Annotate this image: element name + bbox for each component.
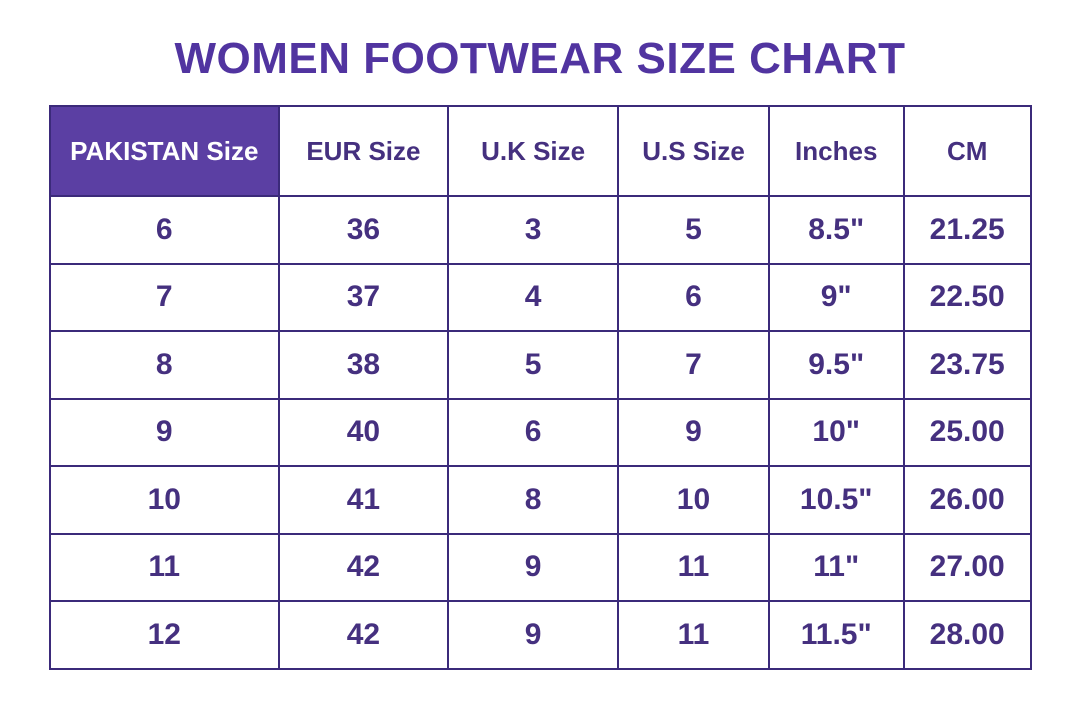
table-row: 8 38 5 7 9.5" 23.75 — [48, 330, 1032, 400]
size-cell: 8.5" — [767, 195, 905, 265]
size-cell: 9.5" — [767, 330, 905, 400]
size-chart-table-container: PAKISTAN Size EUR Size U.K Size U.S Size… — [48, 105, 1032, 670]
size-cell: 9 — [446, 600, 620, 670]
size-cell: 5 — [446, 330, 620, 400]
size-cell: 11" — [767, 532, 905, 602]
size-cell: 36 — [278, 195, 449, 265]
size-cell: 6 — [617, 262, 770, 332]
table-row: 6 36 3 5 8.5" 21.25 — [48, 195, 1032, 265]
header-row: PAKISTAN Size EUR Size U.K Size U.S Size… — [48, 105, 1032, 197]
size-cell: 9" — [767, 262, 905, 332]
size-cell: 42 — [278, 600, 449, 670]
size-cell: 38 — [278, 330, 449, 400]
table-body: 6 36 3 5 8.5" 21.25 7 37 4 6 9" 22.50 8 38 5 7 9.5" 23.75… — [48, 195, 1032, 670]
size-cell: 42 — [278, 532, 449, 602]
size-cell: 28.00 — [902, 600, 1032, 670]
size-cell: 10.5" — [767, 465, 905, 535]
column-header-us-size: U.S Size — [617, 105, 770, 197]
size-cell: 22.50 — [902, 262, 1032, 332]
table-row: 10 41 8 10 10.5" 26.00 — [48, 465, 1032, 535]
size-cell: 9 — [446, 532, 620, 602]
size-cell: 7 — [48, 262, 281, 332]
size-cell: 10 — [48, 465, 281, 535]
column-header-pakistan-size: PAKISTAN Size — [48, 105, 281, 197]
size-cell: 6 — [48, 195, 281, 265]
column-header-cm: CM — [902, 105, 1032, 197]
column-header-eur-size: EUR Size — [278, 105, 449, 197]
size-cell: 23.75 — [902, 330, 1032, 400]
size-cell: 21.25 — [902, 195, 1032, 265]
size-cell: 9 — [48, 397, 281, 467]
table-row: 11 42 9 11 11" 27.00 — [48, 532, 1032, 602]
size-cell: 6 — [446, 397, 620, 467]
size-cell: 10 — [617, 465, 770, 535]
table-row: 7 37 4 6 9" 22.50 — [48, 262, 1032, 332]
size-chart-table: PAKISTAN Size EUR Size U.K Size U.S Size… — [48, 105, 1032, 670]
size-cell: 3 — [446, 195, 620, 265]
size-cell: 9 — [617, 397, 770, 467]
size-cell: 26.00 — [902, 465, 1032, 535]
size-cell: 27.00 — [902, 532, 1032, 602]
size-cell: 8 — [48, 330, 281, 400]
page-title: WOMEN FOOTWEAR SIZE CHART — [174, 34, 906, 83]
size-cell: 10" — [767, 397, 905, 467]
size-cell: 11.5" — [767, 600, 905, 670]
size-cell: 11 — [617, 532, 770, 602]
size-cell: 11 — [617, 600, 770, 670]
size-cell: 4 — [446, 262, 620, 332]
size-cell: 12 — [48, 600, 281, 670]
size-cell: 5 — [617, 195, 770, 265]
size-cell: 40 — [278, 397, 449, 467]
table-row: 12 42 9 11 11.5" 28.00 — [48, 600, 1032, 670]
size-cell: 8 — [446, 465, 620, 535]
size-cell: 37 — [278, 262, 449, 332]
size-cell: 25.00 — [902, 397, 1032, 467]
size-cell: 7 — [617, 330, 770, 400]
size-cell: 11 — [48, 532, 281, 602]
column-header-uk-size: U.K Size — [446, 105, 620, 197]
size-cell: 41 — [278, 465, 449, 535]
column-header-inches: Inches — [767, 105, 905, 197]
table-row: 9 40 6 9 10" 25.00 — [48, 397, 1032, 467]
